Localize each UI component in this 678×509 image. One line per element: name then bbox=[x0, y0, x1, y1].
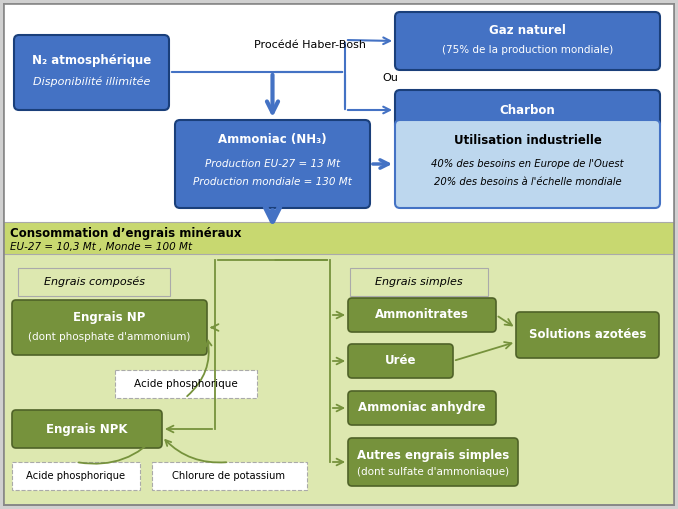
Text: Gaz naturel: Gaz naturel bbox=[489, 23, 566, 37]
Text: N₂ atmosphérique: N₂ atmosphérique bbox=[32, 53, 151, 67]
Text: Production EU-27 = 13 Mt: Production EU-27 = 13 Mt bbox=[205, 159, 340, 169]
FancyBboxPatch shape bbox=[4, 4, 674, 505]
Text: Production mondiale = 130 Mt: Production mondiale = 130 Mt bbox=[193, 177, 352, 187]
Text: Engrais NP: Engrais NP bbox=[73, 312, 146, 325]
Text: Chlorure de potassium: Chlorure de potassium bbox=[172, 471, 285, 481]
FancyBboxPatch shape bbox=[4, 4, 674, 222]
Text: Disponibilité illimitée: Disponibilité illimitée bbox=[33, 77, 151, 87]
FancyBboxPatch shape bbox=[18, 268, 170, 296]
FancyBboxPatch shape bbox=[348, 438, 518, 486]
FancyBboxPatch shape bbox=[12, 300, 207, 355]
Text: (75% de la production mondiale): (75% de la production mondiale) bbox=[442, 45, 613, 55]
FancyBboxPatch shape bbox=[4, 222, 674, 254]
Text: EU-27 = 10,3 Mt , Monde = 100 Mt: EU-27 = 10,3 Mt , Monde = 100 Mt bbox=[10, 242, 192, 252]
Text: Procédé Haber-Bosh: Procédé Haber-Bosh bbox=[254, 40, 366, 50]
Text: Ammoniac anhydre: Ammoniac anhydre bbox=[358, 402, 485, 414]
FancyBboxPatch shape bbox=[14, 35, 169, 110]
Text: Utilisation industrielle: Utilisation industrielle bbox=[454, 133, 601, 147]
FancyBboxPatch shape bbox=[4, 254, 674, 505]
Text: Charbon: Charbon bbox=[500, 103, 555, 117]
Text: Ammoniac (NH₃): Ammoniac (NH₃) bbox=[218, 133, 327, 147]
FancyBboxPatch shape bbox=[395, 12, 660, 70]
Text: Autres engrais simples: Autres engrais simples bbox=[357, 449, 509, 463]
Text: Ou: Ou bbox=[382, 73, 398, 83]
Text: Acide phosphorique: Acide phosphorique bbox=[134, 379, 238, 389]
FancyBboxPatch shape bbox=[395, 120, 660, 208]
Text: 20% des besoins à l'échelle mondiale: 20% des besoins à l'échelle mondiale bbox=[434, 177, 621, 187]
Text: Acide phosphorique: Acide phosphorique bbox=[26, 471, 125, 481]
FancyBboxPatch shape bbox=[348, 298, 496, 332]
FancyBboxPatch shape bbox=[152, 462, 307, 490]
FancyBboxPatch shape bbox=[350, 268, 488, 296]
FancyBboxPatch shape bbox=[12, 462, 140, 490]
FancyBboxPatch shape bbox=[395, 90, 660, 130]
Text: Ammonitrates: Ammonitrates bbox=[375, 308, 469, 322]
FancyBboxPatch shape bbox=[348, 391, 496, 425]
Text: Engrais NPK: Engrais NPK bbox=[46, 422, 127, 436]
Text: Engrais composés: Engrais composés bbox=[43, 277, 144, 287]
FancyBboxPatch shape bbox=[175, 120, 370, 208]
Text: Solutions azotées: Solutions azotées bbox=[529, 328, 646, 342]
Text: Engrais simples: Engrais simples bbox=[375, 277, 463, 287]
Text: Consommation d’engrais minéraux: Consommation d’engrais minéraux bbox=[10, 228, 241, 240]
FancyBboxPatch shape bbox=[115, 370, 257, 398]
FancyBboxPatch shape bbox=[348, 344, 453, 378]
Text: Urée: Urée bbox=[384, 354, 416, 367]
Text: (dont phosphate d'ammonium): (dont phosphate d'ammonium) bbox=[28, 332, 191, 342]
Text: (dont sulfate d'ammoniaque): (dont sulfate d'ammoniaque) bbox=[357, 467, 509, 477]
Text: 40% des besoins en Europe de l'Ouest: 40% des besoins en Europe de l'Ouest bbox=[431, 159, 624, 169]
FancyBboxPatch shape bbox=[12, 410, 162, 448]
FancyBboxPatch shape bbox=[516, 312, 659, 358]
